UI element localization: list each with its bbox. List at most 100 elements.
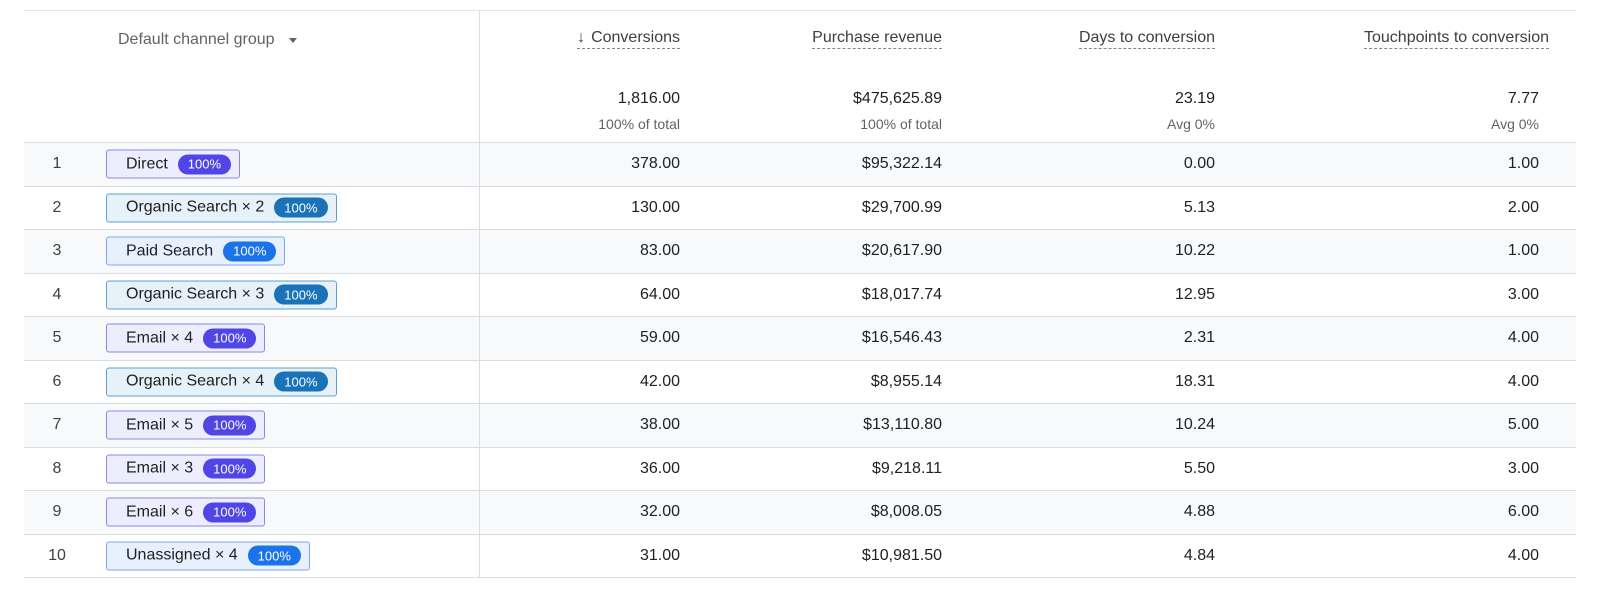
path-cell: 8 Email × 3 100%	[24, 447, 480, 490]
touchpoints-cell: 6.00	[1215, 491, 1567, 534]
purchase-revenue-cell: $8,955.14	[680, 361, 942, 404]
conversions-value: 64.00	[639, 285, 680, 303]
row-rank: 5	[52, 329, 62, 347]
path-label: Organic Search × 4	[126, 372, 265, 390]
purchase-revenue-value: $29,700.99	[861, 198, 942, 216]
days-to-conversion-cell: 2.31	[942, 317, 1215, 360]
path-cell: 10 Unassigned × 4 100%	[24, 534, 480, 577]
column-header-conversions[interactable]: ↓ Conversions	[577, 29, 680, 49]
purchase-revenue-value: $95,322.14	[861, 155, 942, 173]
conversions-value: 36.00	[639, 459, 680, 477]
header-cell-purchase-revenue: Purchase revenue	[680, 11, 942, 75]
path-cell: 5 Email × 4 100%	[24, 317, 480, 360]
touchpoints-cell: 1.00	[1215, 143, 1567, 186]
table-row: 2 Organic Search × 2 100% 130.00 $29,700…	[24, 186, 1576, 230]
purchase-revenue-value: $8,008.05	[870, 503, 942, 521]
days-to-conversion-value: 18.31	[1174, 372, 1215, 390]
touchpoints-cell: 5.00	[1215, 404, 1567, 447]
path-chip[interactable]: Organic Search × 2 100%	[106, 193, 337, 223]
row-rank: 8	[52, 459, 62, 477]
table-row: 5 Email × 4 100% 59.00 $16,546.43 2.31 4…	[24, 317, 1576, 361]
total-value: $475,625.89	[853, 90, 942, 107]
purchase-revenue-value: $8,955.14	[870, 372, 942, 390]
purchase-revenue-value: $16,546.43	[861, 329, 942, 347]
share-badge: 100%	[223, 241, 277, 262]
conversions-cell: 83.00	[480, 230, 680, 273]
row-rank: 3	[52, 242, 62, 260]
share-badge: 100%	[274, 284, 328, 305]
path-chip[interactable]: Organic Search × 4 100%	[106, 367, 337, 397]
dimension-header-cell: Default channel group	[24, 11, 480, 75]
touchpoints-value: 4.00	[1507, 546, 1539, 564]
table-row: 9 Email × 6 100% 32.00 $8,008.05 4.88 6.…	[24, 491, 1576, 535]
conversions-value: 38.00	[639, 416, 680, 434]
dimension-dropdown[interactable]: Default channel group	[118, 31, 297, 49]
totals-dim-cell	[24, 75, 480, 142]
conversions-cell: 42.00	[480, 361, 680, 404]
conversions-cell: 378.00	[480, 143, 680, 186]
path-chip[interactable]: Email × 3 100%	[106, 454, 266, 484]
purchase-revenue-cell: $18,017.74	[680, 274, 942, 317]
table-row: 10 Unassigned × 4 100% 31.00 $10,981.50 …	[24, 534, 1576, 578]
path-cell: 3 Paid Search 100%	[24, 230, 480, 273]
touchpoints-cell: 4.00	[1215, 361, 1567, 404]
path-label: Email × 3	[126, 459, 194, 477]
conversions-value: 59.00	[639, 329, 680, 347]
path-label: Direct	[126, 155, 168, 173]
purchase-revenue-cell: $20,617.90	[680, 230, 942, 273]
touchpoints-value: 3.00	[1507, 285, 1539, 303]
touchpoints-cell: 2.00	[1215, 187, 1567, 230]
touchpoints-value: 2.00	[1507, 198, 1539, 216]
row-rank: 1	[52, 155, 62, 173]
purchase-revenue-value: $18,017.74	[861, 285, 942, 303]
path-cell: 9 Email × 6 100%	[24, 491, 480, 534]
column-header-days-to-conversion[interactable]: Days to conversion	[1078, 29, 1215, 49]
total-touchpoints: 7.77 Avg 0%	[1215, 75, 1567, 142]
total-days-to-conversion: 23.19 Avg 0%	[942, 75, 1215, 142]
path-label: Email × 6	[126, 503, 194, 521]
touchpoints-value: 4.00	[1507, 329, 1539, 347]
days-to-conversion-cell: 5.50	[942, 448, 1215, 491]
path-chip[interactable]: Email × 4 100%	[106, 323, 266, 353]
header-cell-touchpoints: Touchpoints to conversion	[1215, 11, 1567, 75]
purchase-revenue-value: $10,981.50	[861, 546, 942, 564]
table-row: 8 Email × 3 100% 36.00 $9,218.11 5.50 3.…	[24, 447, 1576, 491]
path-chip[interactable]: Email × 5 100%	[106, 410, 266, 440]
path-chip[interactable]: Direct 100%	[106, 149, 241, 179]
path-cell: 6 Organic Search × 4 100%	[24, 360, 480, 403]
purchase-revenue-value: $9,218.11	[872, 459, 942, 477]
column-header-purchase-revenue[interactable]: Purchase revenue	[812, 29, 942, 49]
days-to-conversion-value: 2.31	[1183, 329, 1215, 347]
total-value: 23.19	[1174, 90, 1215, 107]
column-header-label: Days to conversion	[1078, 29, 1215, 46]
days-to-conversion-cell: 4.84	[942, 535, 1215, 578]
days-to-conversion-value: 10.24	[1174, 416, 1215, 434]
path-cell: 7 Email × 5 100%	[24, 404, 480, 447]
conversions-cell: 38.00	[480, 404, 680, 447]
path-label: Email × 4	[126, 329, 194, 347]
row-rank: 9	[52, 503, 62, 521]
total-purchase-revenue: $475,625.89 100% of total	[680, 75, 942, 142]
path-chip[interactable]: Email × 6 100%	[106, 497, 266, 527]
days-to-conversion-cell: 0.00	[942, 143, 1215, 186]
conversions-value: 42.00	[639, 372, 680, 390]
caret-down-icon	[288, 37, 297, 43]
total-subtext: Avg 0%	[1167, 116, 1215, 132]
column-header-label: Conversions	[591, 29, 680, 46]
share-badge: 100%	[247, 545, 301, 566]
path-chip[interactable]: Paid Search 100%	[106, 236, 286, 266]
path-label: Organic Search × 2	[126, 198, 265, 216]
path-chip[interactable]: Organic Search × 3 100%	[106, 280, 337, 310]
share-badge: 100%	[203, 458, 257, 479]
days-to-conversion-value: 5.13	[1183, 198, 1215, 216]
table-row: 4 Organic Search × 3 100% 64.00 $18,017.…	[24, 273, 1576, 317]
path-cell: 2 Organic Search × 2 100%	[24, 186, 480, 229]
conversions-cell: 32.00	[480, 491, 680, 534]
column-header-touchpoints[interactable]: Touchpoints to conversion	[1364, 29, 1549, 49]
purchase-revenue-cell: $95,322.14	[680, 143, 942, 186]
share-badge: 100%	[203, 415, 257, 436]
path-chip[interactable]: Unassigned × 4 100%	[106, 541, 310, 571]
share-badge: 100%	[177, 154, 232, 175]
conversions-value: 83.00	[639, 242, 680, 260]
days-to-conversion-cell: 4.88	[942, 491, 1215, 534]
